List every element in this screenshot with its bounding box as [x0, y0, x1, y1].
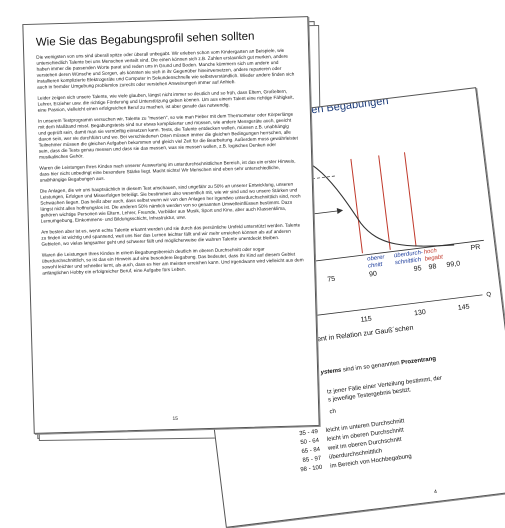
chart-zone-label: überdurch- — [394, 250, 424, 259]
page-title: Wie Sie das Begabungsprofil sehen sollte… — [35, 30, 255, 49]
page-body: Die wenigsten von uns sind überall spitz… — [36, 47, 304, 281]
page-number: 15 — [172, 415, 179, 423]
paragraph: In unserem Testprogramm versuchen wir, T… — [37, 111, 298, 160]
paragraph: Leider zeigen sich unsere Talente, wie v… — [37, 88, 294, 113]
paragraph: Waren die Leistungen Ihres Kindes in ein… — [41, 246, 304, 276]
chart-marker-line — [350, 158, 363, 254]
chart-tick-label: 115 — [360, 316, 372, 324]
paragraph: Am besten aber ist es, wenn echte Talent… — [41, 222, 301, 247]
chart-zone-label: schnittlich — [395, 257, 423, 266]
paragraph: Waren die Leistungen Ihres Kindes nach u… — [39, 158, 296, 183]
chart-marker-line — [403, 152, 417, 247]
chart-tick-label: 99,0 — [446, 260, 460, 269]
paragraph: Die Anlagen, die wir uns hauptsächlich i… — [39, 181, 301, 224]
chart-marker-line — [378, 155, 391, 250]
bold-term: Prozentrang — [400, 356, 437, 367]
chart-tick-label: 98 — [428, 263, 437, 271]
chart-tick-label: 90 — [369, 271, 378, 279]
chart-q-label: Q — [486, 292, 492, 299]
paragraph: Die wenigsten von uns sind überall spitz… — [36, 47, 295, 90]
chart-tick-label: 130 — [414, 309, 427, 317]
chart-zone-label: hoch — [424, 248, 438, 256]
chart-zone-label: chnitt — [368, 262, 383, 270]
paragraph-text: sind im so genannten — [340, 360, 402, 374]
chart-tick-label: 145 — [457, 304, 470, 312]
page-number: 4 — [433, 488, 438, 496]
chart-zone-label: begabt — [424, 254, 443, 262]
front-page: Wie Sie das Begabungsprofil sehen sollte… — [22, 16, 320, 434]
chart-tick-label: 75 — [327, 276, 336, 284]
bold-term: ystems — [320, 367, 342, 377]
chart-axis-end-label: PR — [470, 244, 481, 252]
chart-x-axis — [287, 239, 484, 265]
chart-zone-label: oberer — [367, 254, 386, 262]
chart-q-axis — [293, 294, 483, 319]
chart-tick-label: 95 — [413, 265, 422, 273]
chart-arrow-head — [336, 207, 344, 214]
